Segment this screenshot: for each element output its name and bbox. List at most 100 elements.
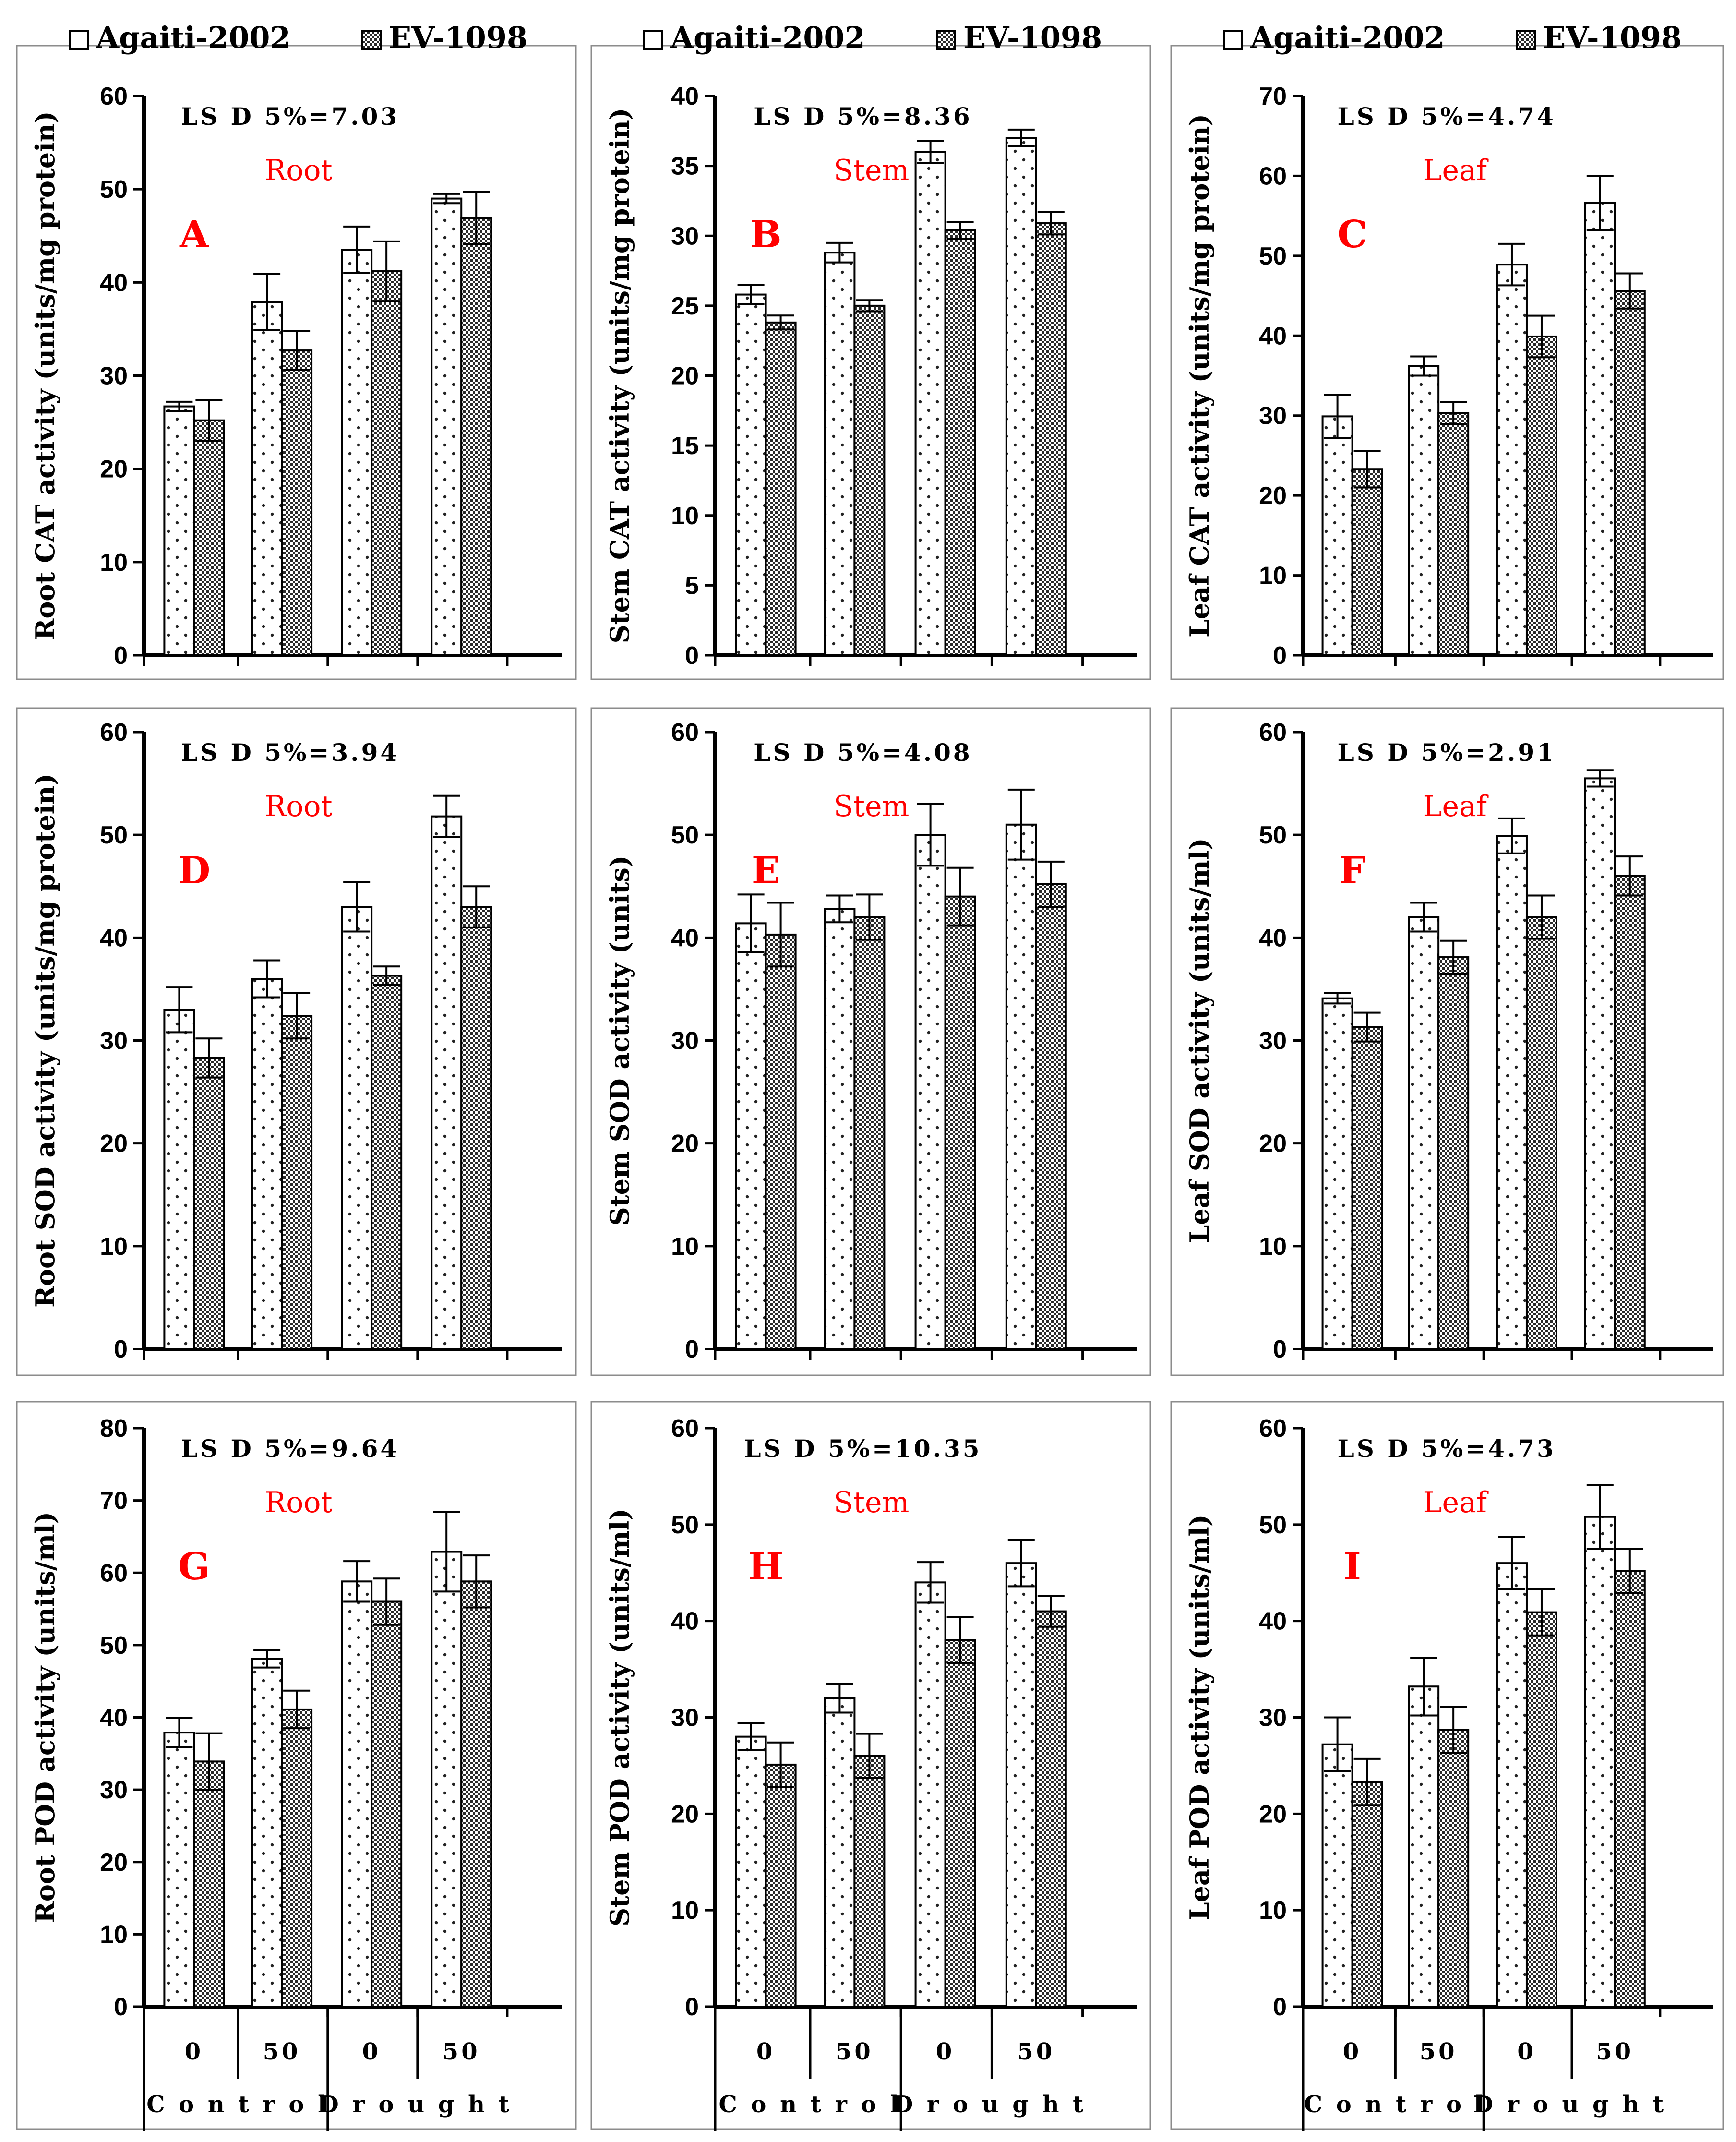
error-bar (343, 225, 371, 274)
bar-agaiti (1005, 137, 1037, 656)
error-bar (195, 1732, 223, 1791)
bar-ev1098 (1525, 916, 1557, 1350)
chart-panel-f: 0 10 20 30 40 50 60 Leaf SOD activity (units/ml… (1170, 707, 1724, 1376)
legend-swatch-agaiti (643, 30, 663, 50)
y-tick-label: 30 (1259, 1027, 1287, 1055)
y-tick-label: 20 (671, 1130, 699, 1158)
bar-agaiti (1584, 1516, 1616, 2008)
bar-ev1098 (1437, 412, 1470, 656)
y-tick-label: 30 (100, 1027, 128, 1055)
y-tick-label: 30 (100, 1776, 128, 1804)
error-bar (253, 959, 281, 999)
y-tick-label: 50 (671, 1511, 699, 1539)
error-bar (737, 284, 765, 305)
panel-letter: I (1343, 1545, 1361, 1588)
bar-agaiti (1584, 202, 1616, 656)
x-group-label-control: C o n t r o l (718, 2091, 901, 2118)
bar-ev1098 (460, 1580, 492, 2008)
bar-ev1098 (193, 1760, 225, 2008)
y-tick-label: 40 (100, 1704, 128, 1732)
y-tick-label: 0 (685, 1336, 699, 1363)
error-bar (433, 794, 460, 838)
bar-agaiti (341, 1580, 373, 2008)
y-tick-label: 10 (100, 549, 128, 577)
panel-letter: B (750, 213, 782, 256)
y-tick-label: 10 (1259, 1897, 1287, 1925)
bar-ev1098 (944, 229, 976, 657)
error-bar (1498, 817, 1525, 854)
bar-agaiti (1408, 916, 1440, 1350)
x-group-label-control: C o n t r o l (1304, 2091, 1487, 2118)
y-tick-label: 20 (100, 456, 128, 483)
bar-agaiti (163, 405, 195, 656)
bar-ev1098 (944, 1639, 976, 2008)
error-bar (767, 1741, 794, 1788)
error-bar (826, 241, 853, 264)
y-tick-label: 0 (114, 1336, 128, 1363)
y-tick-label: 20 (100, 1849, 128, 1877)
error-bar (1353, 1757, 1381, 1806)
error-bar (1324, 992, 1351, 1005)
error-bar (253, 1649, 281, 1669)
x-level-label: 50 (1420, 2038, 1458, 2065)
bar-ev1098 (1351, 1026, 1383, 1350)
error-bar (1037, 860, 1065, 908)
bar-ev1098 (765, 1763, 797, 2008)
panel-letter: E (752, 849, 780, 892)
y-tick-label: 25 (671, 292, 699, 320)
error-bar (1353, 449, 1381, 489)
y-tick-label: 60 (1259, 1415, 1287, 1443)
error-bar (917, 803, 944, 867)
bar-agaiti (1321, 415, 1353, 657)
legend-label-agaiti: Agaiti-2002 (670, 20, 865, 55)
legend-b: Agaiti-2002 EV-1098 (643, 20, 1102, 55)
error-bar (917, 140, 944, 164)
lsd-label: LS D 5%=4.08 (754, 738, 972, 767)
error-bar (463, 885, 490, 928)
x-level-label: 50 (1017, 2038, 1055, 2065)
category-axis-i: 0 50 0 50 C o n t r o lD r o u g h t (1302, 2007, 1664, 2131)
error-bar (946, 221, 974, 240)
chart-panel-i: 0 10 20 30 40 50 60 Leaf POD activity (units/ml… (1170, 1401, 1724, 2130)
error-bar (1528, 314, 1555, 359)
organ-label: Stem (834, 1486, 910, 1519)
bar-agaiti (251, 301, 283, 656)
y-axis-label: Leaf SOD activity (units/ml) (1184, 838, 1215, 1243)
error-bar (1528, 1588, 1555, 1637)
y-tick-label: 40 (671, 924, 699, 952)
bar-agaiti (824, 252, 856, 656)
error-bar (856, 893, 883, 941)
panel-letter: C (1338, 213, 1367, 256)
bar-agaiti (163, 1009, 195, 1350)
chart-panel-c: 0 10 20 30 40 50 60 70 Leaf CAT activity (units/… (1170, 45, 1724, 680)
bar-ev1098 (193, 419, 225, 656)
y-tick-label: 0 (1273, 1336, 1287, 1363)
error-bar (1440, 401, 1467, 426)
organ-label: Root (264, 1486, 333, 1519)
bar-ev1098 (460, 906, 492, 1350)
error-bar (1616, 855, 1643, 897)
category-axis-h: 0 50 0 50 C o n t r o lD r o u g h t (714, 2007, 1083, 2131)
lsd-label: LS D 5%=9.64 (181, 1434, 399, 1463)
y-tick-label: 0 (1273, 1993, 1287, 2021)
panel-letter: H (748, 1545, 784, 1588)
y-axis-label: Leaf CAT activity (units/mg protein) (1184, 114, 1215, 638)
y-tick-label: 20 (671, 362, 699, 390)
bar-ev1098 (1614, 290, 1646, 656)
y-tick-label: 15 (671, 432, 699, 460)
y-axis-label: Stem POD activity (units/ml) (604, 1508, 635, 1926)
y-axis-label: Root SOD activity (units/mg protein) (30, 773, 60, 1308)
x-level-label: 50 (1596, 2038, 1634, 2065)
bar-ev1098 (371, 1600, 403, 2008)
lsd-label: LS D 5%=7.03 (181, 102, 399, 131)
y-tick-label: 20 (1259, 1800, 1287, 1828)
y-tick-label: 60 (1259, 719, 1287, 746)
y-tick-label: 70 (100, 1487, 128, 1515)
error-bar (433, 193, 460, 205)
error-bar (1498, 1536, 1525, 1590)
y-tick-label: 60 (1259, 162, 1287, 190)
x-level-label: 0 (362, 2038, 381, 2065)
bar-ev1098 (371, 270, 403, 656)
y-tick-label: 30 (671, 1704, 699, 1732)
